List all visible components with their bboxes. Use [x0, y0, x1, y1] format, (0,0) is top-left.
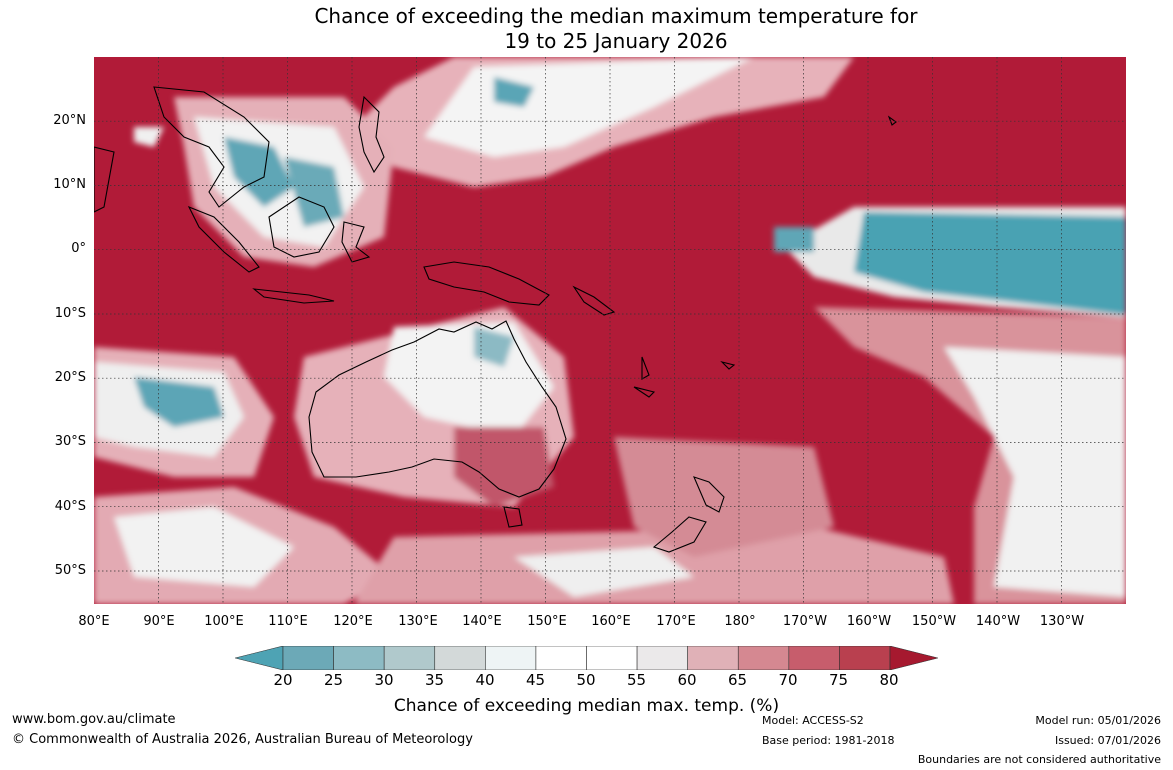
lon-label-160e: 160°E — [591, 614, 631, 629]
website-text: www.bom.gov.au/climate — [12, 712, 176, 727]
colorbar-tick-65: 65 — [727, 671, 748, 689]
colorbar-extend-low — [235, 646, 284, 670]
colorbar-tick-20: 20 — [273, 671, 293, 689]
lon-label-160w: 160°W — [846, 614, 892, 629]
issued-text: Issued: 07/01/2026 — [1054, 734, 1161, 747]
colorbar-bin — [839, 646, 891, 670]
disclaimer-text: Boundaries are not considered authoritat… — [917, 753, 1161, 766]
colorbar-tick-55: 55 — [626, 671, 647, 689]
lon-label-130e: 130°E — [398, 614, 438, 629]
coastlines — [94, 86, 897, 553]
lon-label-140w: 140°W — [975, 614, 1021, 629]
colorbar-segments — [235, 646, 938, 670]
lon-label-110e: 110°E — [268, 614, 308, 629]
lon-label-130w: 130°W — [1039, 614, 1085, 629]
lon-label-150e: 150°E — [527, 614, 567, 629]
model-run-text: Model run: 05/01/2026 — [1035, 714, 1161, 727]
lat-label-20s: 20°S — [54, 370, 86, 385]
lon-label-120e: 120°E — [333, 614, 373, 629]
colorbar-bin — [636, 646, 688, 670]
colorbar-tick-70: 70 — [778, 671, 798, 689]
lat-label-0: 0° — [71, 241, 86, 256]
colorbar-extend-high — [889, 646, 938, 670]
title-line-1: Chance of exceeding the median maximum t… — [314, 4, 918, 28]
colorbar-bin — [282, 646, 334, 670]
lon-label-170w: 170°W — [782, 614, 828, 629]
lon-label-100e: 100°E — [204, 614, 244, 629]
lat-label-40s: 40°S — [54, 499, 86, 514]
colorbar-tick-30: 30 — [374, 671, 394, 689]
colorbar-tick-40: 40 — [475, 671, 495, 689]
title-line-2: 19 to 25 January 2026 — [504, 29, 728, 53]
model-text: Model: ACCESS-S2 — [762, 714, 864, 727]
colorbar-tick-45: 45 — [525, 671, 546, 689]
map-title: Chance of exceeding the median maximum t… — [0, 4, 1173, 54]
map-canvas — [94, 57, 1126, 604]
colorbar-bin — [586, 646, 638, 670]
colorbar-tick-50: 50 — [576, 671, 596, 689]
colorbar-bin — [535, 646, 587, 670]
colorbar — [235, 646, 938, 670]
colorbar-bin — [485, 646, 537, 670]
lon-label-90e: 90°E — [143, 614, 175, 629]
colorbar-bin — [788, 646, 840, 670]
copyright-text: © Commonwealth of Australia 2026, Austra… — [12, 732, 473, 747]
colorbar-tick-35: 35 — [424, 671, 445, 689]
lon-label-150w: 150°W — [911, 614, 957, 629]
lat-label-50s: 50°S — [54, 563, 86, 578]
lon-label-80e: 80°E — [78, 614, 110, 629]
base-period-text: Base period: 1981-2018 — [762, 734, 895, 747]
graticule — [94, 57, 1126, 604]
probability-field — [94, 57, 1126, 604]
colorbar-bin — [687, 646, 739, 670]
colorbar-label: Chance of exceeding median max. temp. (%… — [393, 696, 780, 716]
lat-label-10n: 10°N — [53, 177, 86, 192]
colorbar-tick-75: 75 — [828, 671, 849, 689]
probability-map — [94, 57, 1126, 604]
colorbar-tick-25: 25 — [323, 671, 344, 689]
lat-label-10s: 10°S — [54, 306, 86, 321]
lon-label-140e: 140°E — [462, 614, 502, 629]
colorbar-tick-60: 60 — [677, 671, 697, 689]
colorbar-bin — [383, 646, 436, 670]
lon-label-180: 180° — [724, 614, 756, 629]
colorbar-tick-80: 80 — [879, 671, 899, 689]
lat-label-30s: 30°S — [54, 434, 86, 449]
colorbar-bin — [434, 646, 486, 670]
lon-label-170e: 170°E — [656, 614, 696, 629]
lat-label-20n: 20°N — [53, 113, 86, 128]
colorbar-bin — [333, 646, 385, 670]
colorbar-bin — [737, 646, 790, 670]
